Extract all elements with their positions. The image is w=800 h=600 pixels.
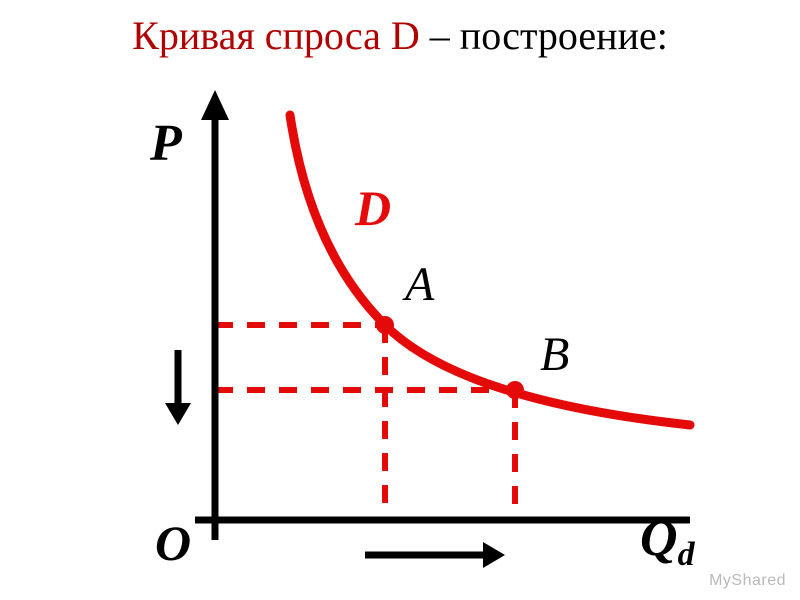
label-a: A <box>402 258 435 311</box>
label-d: D <box>354 180 391 236</box>
chart-svg: P Qd O D A B <box>100 80 720 590</box>
y-axis-arrowhead <box>201 90 229 120</box>
demand-curve <box>290 115 690 425</box>
label-b: B <box>540 328 569 381</box>
title-black: – построение: <box>420 13 668 58</box>
label-p: P <box>149 115 183 172</box>
price-decrease-arrow <box>165 350 191 425</box>
point-a <box>376 316 394 334</box>
title-red: Кривая спроса D <box>132 13 420 58</box>
dashed-guides <box>215 325 515 520</box>
label-o: O <box>155 515 191 571</box>
demand-curve-chart: P Qd O D A B <box>100 80 720 590</box>
slide: Кривая спроса D – построение: P Qd O D A… <box>0 0 800 600</box>
quantity-increase-arrow <box>365 542 505 568</box>
slide-title: Кривая спроса D – построение: <box>0 14 800 58</box>
point-b <box>506 381 524 399</box>
watermark: MyShared <box>709 572 786 590</box>
